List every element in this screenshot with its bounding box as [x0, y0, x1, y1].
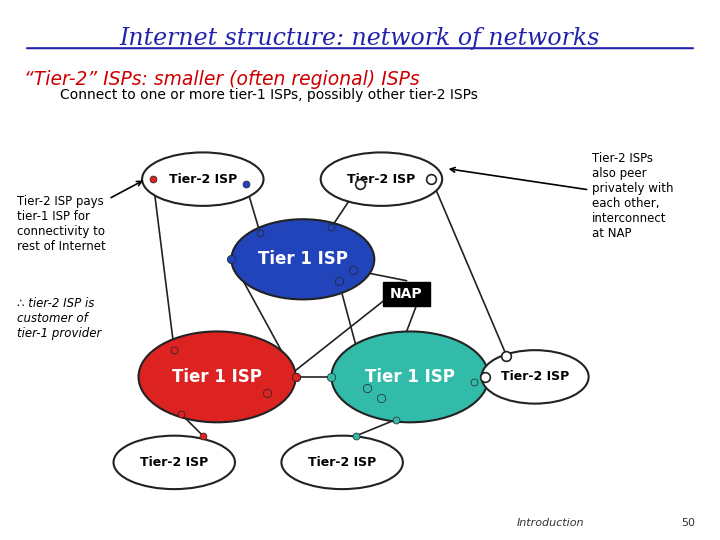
Text: Tier 1 ISP: Tier 1 ISP — [172, 368, 262, 386]
Text: Internet structure: network of networks: Internet structure: network of networks — [120, 27, 600, 50]
Ellipse shape — [331, 332, 489, 422]
Text: “Tier-2” ISPs: smaller (often regional) ISPs: “Tier-2” ISPs: smaller (often regional) … — [24, 70, 420, 89]
Text: Tier-2 ISP: Tier-2 ISP — [308, 456, 377, 469]
Ellipse shape — [231, 219, 374, 299]
Text: NAP: NAP — [390, 287, 423, 301]
Ellipse shape — [114, 436, 235, 489]
Text: Connect to one or more tier-1 ISPs, possibly other tier-2 ISPs: Connect to one or more tier-1 ISPs, poss… — [60, 88, 478, 102]
Text: Introduction: Introduction — [517, 518, 585, 528]
Ellipse shape — [282, 436, 403, 489]
Ellipse shape — [138, 332, 296, 422]
FancyBboxPatch shape — [383, 282, 430, 306]
Text: Tier 1 ISP: Tier 1 ISP — [258, 251, 348, 268]
Ellipse shape — [142, 152, 264, 206]
Text: Tier-2 ISP pays
tier-1 ISP for
connectivity to
rest of Internet: Tier-2 ISP pays tier-1 ISP for connectiv… — [17, 181, 142, 253]
Text: Tier-2 ISP: Tier-2 ISP — [140, 456, 208, 469]
Text: Tier 1 ISP: Tier 1 ISP — [365, 368, 455, 386]
Text: Tier-2 ISPs
also peer
privately with
each other,
interconnect
at NAP: Tier-2 ISPs also peer privately with eac… — [450, 152, 674, 240]
Text: 50: 50 — [682, 518, 696, 528]
Ellipse shape — [320, 152, 442, 206]
Text: Tier-2 ISP: Tier-2 ISP — [168, 173, 237, 186]
Text: ∴ tier-2 ISP is
customer of
tier-1 provider: ∴ tier-2 ISP is customer of tier-1 provi… — [17, 296, 102, 340]
Text: Tier-2 ISP: Tier-2 ISP — [501, 370, 570, 383]
Text: Tier-2 ISP: Tier-2 ISP — [347, 173, 415, 186]
Ellipse shape — [482, 350, 589, 403]
